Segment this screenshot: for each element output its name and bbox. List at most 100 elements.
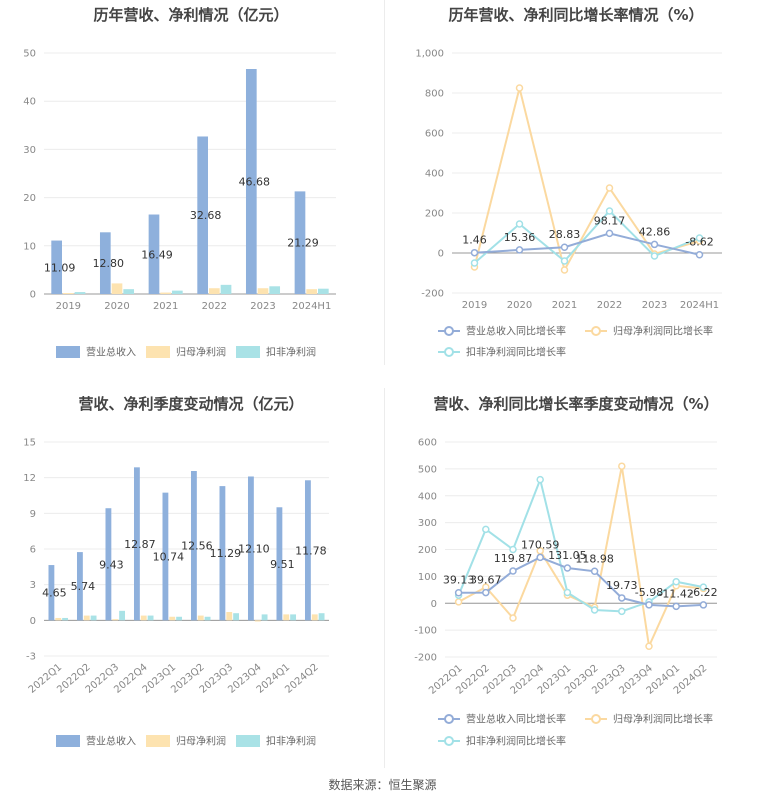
data-label: 12.10 (238, 542, 270, 555)
x-tick-label: 2022 (597, 300, 622, 311)
annual-revenue-profit-chart: 0 10 20 30 40 50 2019 2020 2021 2022 2023 2024H1 11.… (23, 49, 336, 359)
y-tick-label: 15 (23, 438, 36, 449)
y-tick-label: -3 (26, 652, 36, 663)
data-label: 12.87 (124, 538, 156, 551)
bar (55, 617, 62, 621)
y-tick-label: 300 (418, 518, 437, 529)
legend-swatch (236, 346, 260, 358)
series-line (473, 87, 700, 273)
data-label: 98.17 (594, 214, 626, 227)
series-line (458, 556, 704, 608)
bar (172, 290, 183, 294)
series-line (473, 209, 700, 264)
data-label: 39.67 (470, 574, 502, 587)
data-point (650, 252, 659, 260)
data-point (536, 553, 544, 562)
data-label: 21.29 (287, 237, 319, 250)
data-point (618, 594, 626, 602)
data-point (645, 642, 653, 650)
legend-label: 扣非净利润 (266, 735, 316, 748)
y-tick-label: 400 (418, 491, 437, 502)
y-tick-label: 50 (23, 49, 36, 60)
data-point (482, 588, 490, 597)
x-tick-label: 2021 (552, 300, 577, 311)
data-label: 28.83 (549, 228, 581, 241)
bar (245, 69, 257, 294)
data-label: 131.05 (548, 549, 587, 562)
bar (160, 292, 172, 294)
data-point (695, 234, 704, 242)
bar (283, 614, 290, 621)
data-point (563, 588, 572, 597)
divider (384, 0, 385, 365)
bar (133, 467, 140, 621)
bar (290, 614, 297, 621)
bar (254, 620, 261, 622)
y-tick-label: 600 (418, 438, 437, 449)
bar (197, 136, 208, 294)
y-tick-label: 3 (30, 580, 36, 591)
data-source: 数据来源：恒生聚源 (328, 778, 437, 792)
data-label: 9.51 (270, 558, 295, 571)
y-tick-label: 0 (438, 249, 444, 260)
bar (311, 614, 318, 621)
y-tick-label: 0 (30, 290, 36, 301)
data-label: 19.73 (606, 579, 638, 592)
bar (269, 286, 281, 294)
data-point (482, 525, 490, 534)
y-tick-label: 10 (23, 241, 36, 252)
x-tick-label: 2020 (104, 301, 129, 312)
legend-swatch (56, 735, 80, 747)
bar (276, 507, 283, 621)
bar (111, 283, 123, 294)
data-point (618, 462, 626, 470)
y-tick-label: -200 (414, 653, 437, 664)
bar (148, 214, 160, 294)
legend-label: 扣非净利润 (266, 346, 316, 359)
bar (105, 508, 112, 621)
data-point (590, 567, 599, 576)
data-label: 42.86 (639, 225, 671, 238)
y-tick-label: 600 (425, 129, 444, 140)
bar (226, 612, 233, 621)
y-tick-label: 30 (23, 145, 36, 156)
legend-swatch (236, 735, 260, 747)
bar (74, 292, 86, 294)
annual-revenue-profit-panel: 历年营收、净利情况（亿元） 0 10 20 30 40 50 2019 2020 2021 202… (0, 0, 382, 380)
data-label: 32.68 (190, 209, 222, 222)
data-point (618, 607, 626, 616)
bar (204, 616, 211, 621)
bar (162, 492, 169, 621)
bar (190, 471, 197, 621)
data-label: 11.29 (210, 547, 242, 560)
legend-label: 扣非净利润同比增长率 (466, 735, 566, 748)
x-tick-label: 2019 (462, 300, 487, 311)
y-tick-label: 0 (431, 599, 437, 610)
data-point (509, 545, 517, 554)
data-label: -11.42 (658, 587, 693, 600)
bar (76, 552, 83, 621)
y-tick-label: 200 (425, 209, 444, 220)
data-point (605, 229, 614, 238)
data-point (672, 602, 680, 611)
bar (197, 615, 204, 621)
data-label: 39.13 (443, 574, 475, 587)
data-point (605, 184, 614, 192)
quarterly-growth-panel: 营收、净利同比增长率季度变动情况（%） -200 -100 0 100 200 300 40… (385, 385, 765, 765)
y-tick-label: 20 (23, 193, 36, 204)
data-label: 9.43 (99, 558, 124, 571)
data-label: 46.68 (239, 176, 271, 189)
x-tick-label: 2020 (507, 300, 532, 311)
data-label: 118.98 (575, 552, 614, 565)
bar (119, 610, 126, 621)
legend-swatch (146, 735, 170, 747)
x-tick-label: 2023 (642, 300, 667, 311)
y-tick-label: 0 (30, 616, 36, 627)
bar (208, 288, 220, 294)
bar (48, 565, 55, 621)
data-label: 119.87 (494, 552, 533, 565)
data-label: 10.74 (153, 550, 185, 563)
data-point (470, 259, 479, 267)
bar (318, 613, 325, 621)
data-label: 170.59 (521, 538, 560, 551)
